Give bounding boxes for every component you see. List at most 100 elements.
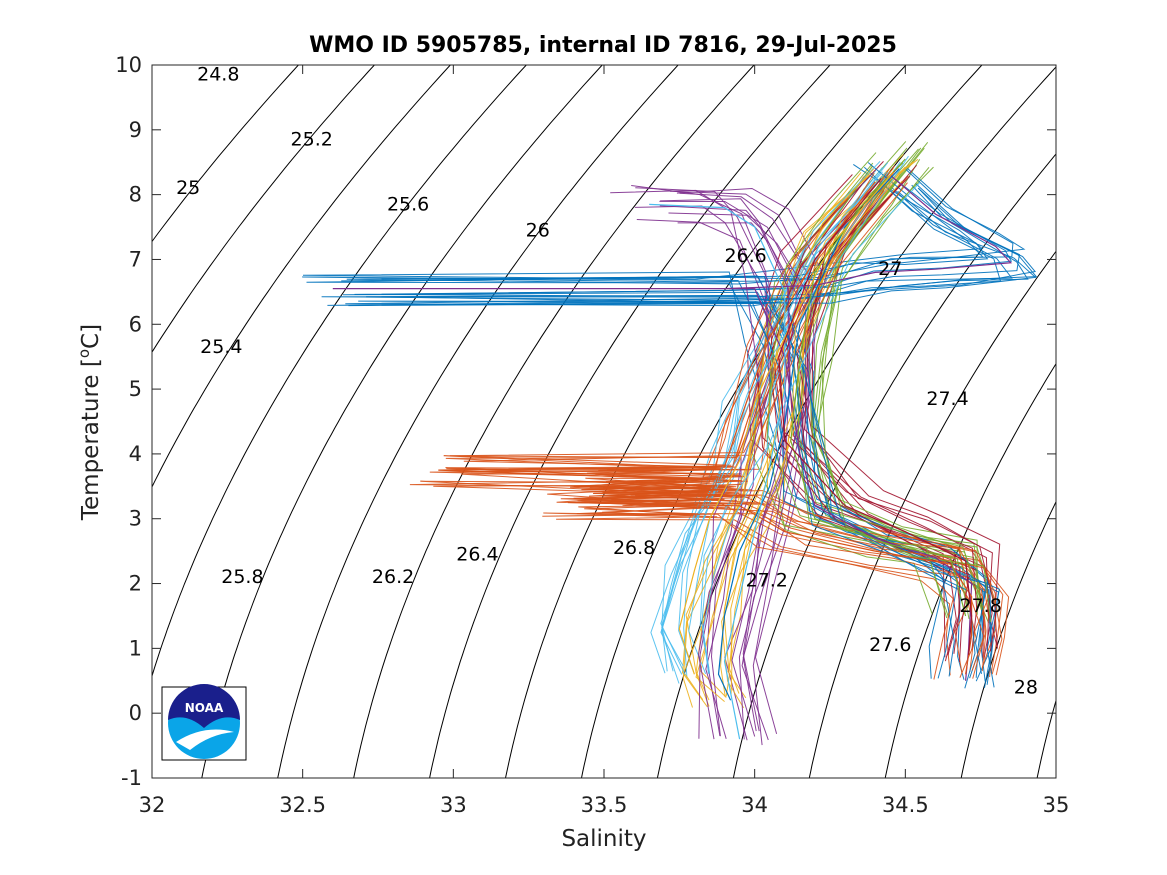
- contour-label: 26.4: [456, 543, 498, 565]
- y-tick-label: 6: [129, 312, 142, 336]
- y-tick-label: 3: [129, 507, 142, 531]
- y-tick-label: 8: [129, 183, 142, 207]
- profile-trace: [321, 185, 1013, 680]
- profile-trace: [814, 147, 999, 613]
- y-axis-label: Temperature [oC]: [75, 324, 104, 521]
- profile-trace: [610, 189, 760, 739]
- x-tick-label: 32: [139, 793, 166, 817]
- profile-trace: [341, 168, 1026, 674]
- profile-traces: [302, 141, 1038, 746]
- noaa-logo: NOAA: [161, 684, 247, 761]
- profile-trace: [717, 168, 900, 701]
- x-tick-label: 32.5: [279, 793, 326, 817]
- profile-trace: [438, 181, 973, 675]
- profile-trace: [661, 160, 881, 667]
- x-tick-label: 33: [440, 793, 467, 817]
- contour-label: 25.4: [200, 336, 242, 358]
- x-tick-label: 34.5: [882, 793, 929, 817]
- contour-label: 28: [1014, 676, 1038, 698]
- profile-trace: [723, 166, 906, 697]
- contour-label: 27.4: [926, 388, 968, 410]
- profile-trace: [681, 174, 871, 708]
- y-tick-label: 0: [129, 701, 142, 725]
- profile-trace: [332, 174, 1013, 681]
- y-tick-label: 1: [129, 636, 142, 660]
- x-tick-labels: 32 32.5 33 33.5 34 34.5 35: [139, 793, 1070, 817]
- density-contour-line: [732, 153, 1056, 778]
- profile-trace: [804, 167, 997, 652]
- profile-trace: [342, 178, 1013, 679]
- x-tick-label: 34: [741, 793, 768, 817]
- axis-ticks: [151, 64, 1057, 779]
- profile-trace: [358, 188, 1029, 688]
- profile-trace: [660, 171, 887, 675]
- noaa-logo-text: NOAA: [185, 701, 224, 715]
- density-contour-line: [808, 250, 1056, 778]
- profile-trace: [777, 190, 970, 663]
- density-contour-line: [353, 65, 755, 778]
- profile-trace: [420, 197, 954, 680]
- profile-trace: [778, 178, 973, 655]
- x-axis-label: Salinity: [561, 826, 646, 852]
- density-contour-line: [277, 65, 679, 778]
- contour-label: 27.8: [960, 595, 1002, 617]
- profile-trace: [660, 198, 790, 741]
- profile-trace: [677, 222, 807, 741]
- contour-label: 26: [526, 219, 550, 241]
- profile-trace: [636, 219, 770, 739]
- y-tick-label: 5: [129, 377, 142, 401]
- contour-label: 25.2: [291, 129, 333, 151]
- profile-trace: [811, 159, 984, 616]
- profile-trace: [702, 182, 921, 674]
- contour-label: 26.8: [613, 537, 655, 559]
- profile-trace: [661, 170, 877, 672]
- y-tick-label: 10: [115, 53, 142, 77]
- density-contour-line: [152, 65, 527, 678]
- contour-label: 25: [176, 177, 200, 199]
- contour-label: 26.2: [372, 566, 414, 588]
- profile-trace: [649, 203, 786, 740]
- y-tick-label: 7: [129, 247, 142, 271]
- y-tick-label: 2: [129, 572, 142, 596]
- profile-trace: [348, 190, 1037, 688]
- profile-trace: [631, 185, 770, 740]
- density-contour-line: [152, 65, 376, 354]
- contour-label: 27.6: [869, 634, 911, 656]
- density-contour-labels: 24.8 25 25.2 25.4 25.6 25.8 26 26.2 26.4 26.6 26.8…: [176, 64, 1038, 699]
- profile-trace: [766, 165, 949, 618]
- contour-label: 27: [878, 258, 902, 280]
- profile-trace: [683, 168, 874, 701]
- x-tick-label: 33.5: [581, 793, 628, 817]
- profile-trace: [808, 148, 985, 610]
- chart-title: WMO ID 5905785, internal ID 7816, 29-Jul…: [309, 33, 897, 58]
- density-contour-line: [504, 65, 907, 778]
- density-contour-line: [201, 65, 603, 778]
- profile-trace: [660, 187, 885, 684]
- profile-trace: [747, 174, 946, 658]
- y-tick-label: -1: [121, 766, 142, 790]
- x-tick-label: 35: [1043, 793, 1070, 817]
- profile-trace: [470, 182, 1003, 675]
- density-contour-line: [152, 65, 300, 243]
- profile-trace: [821, 166, 992, 622]
- contour-label: 26.6: [724, 245, 766, 267]
- y-tick-label: 4: [129, 442, 142, 466]
- y-tick-labels: -1 0 1 2 3 4 5 6 7 8 9 10: [115, 53, 142, 790]
- profile-trace: [635, 187, 774, 737]
- profile-trace: [701, 155, 909, 674]
- profile-trace: [354, 184, 1020, 682]
- contour-label: 25.8: [221, 566, 263, 588]
- profile-trace: [676, 187, 824, 735]
- contour-label: 24.8: [197, 64, 239, 86]
- contour-label: 27.2: [746, 569, 788, 591]
- contour-label: 25.6: [387, 193, 429, 215]
- profile-trace: [678, 171, 894, 675]
- y-tick-label: 9: [129, 118, 142, 142]
- density-contour-line: [429, 65, 831, 778]
- profile-trace: [409, 191, 951, 676]
- density-contour-line: [884, 362, 1056, 778]
- profile-trace: [766, 152, 948, 619]
- profile-trace: [678, 171, 883, 672]
- density-contour-line: [152, 65, 451, 489]
